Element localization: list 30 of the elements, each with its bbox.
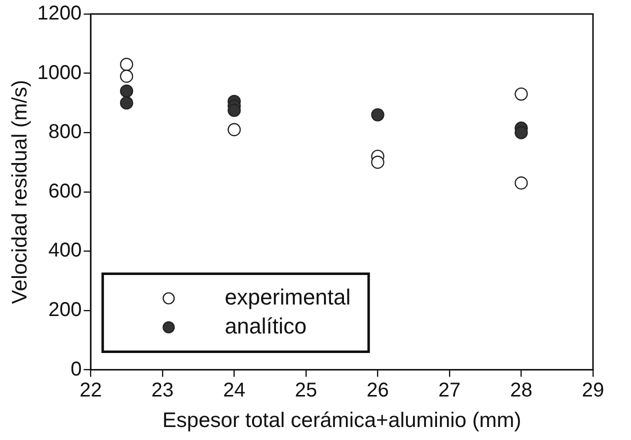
point [514, 176, 528, 190]
point [228, 104, 241, 117]
y-tick-label: 1000 [37, 62, 82, 84]
y-tick-label: 600 [48, 180, 82, 202]
legend-label: experimental [224, 284, 351, 310]
legend-label: analítico [224, 313, 307, 338]
point [120, 58, 134, 72]
x-tick-label: 28 [510, 379, 532, 402]
x-tick-label: 26 [366, 379, 389, 402]
y-axis-title: Velocidad residual (m/s) [8, 80, 32, 304]
y-tick-label: 200 [48, 299, 82, 322]
y-tick-label: 0 [70, 358, 82, 380]
point [514, 126, 528, 140]
x-tick-label: 22 [80, 379, 102, 402]
x-tick-label: 29 [582, 379, 604, 402]
point [120, 84, 134, 98]
x-tick-label: 23 [151, 379, 174, 402]
x-axis-title: Espesor total cerámica+aluminio (mm) [162, 409, 522, 432]
point [371, 156, 384, 169]
x-tick-label: 25 [294, 379, 318, 402]
point [228, 123, 241, 136]
y-tick-label: 800 [48, 121, 82, 144]
y-tick-label: 1200 [37, 2, 82, 25]
point [120, 70, 134, 83]
point [371, 108, 384, 122]
point [120, 96, 134, 110]
x-tick-label: 27 [438, 379, 461, 402]
y-tick-label: 400 [48, 240, 82, 262]
x-tick-label: 24 [223, 379, 246, 402]
point [514, 87, 528, 101]
